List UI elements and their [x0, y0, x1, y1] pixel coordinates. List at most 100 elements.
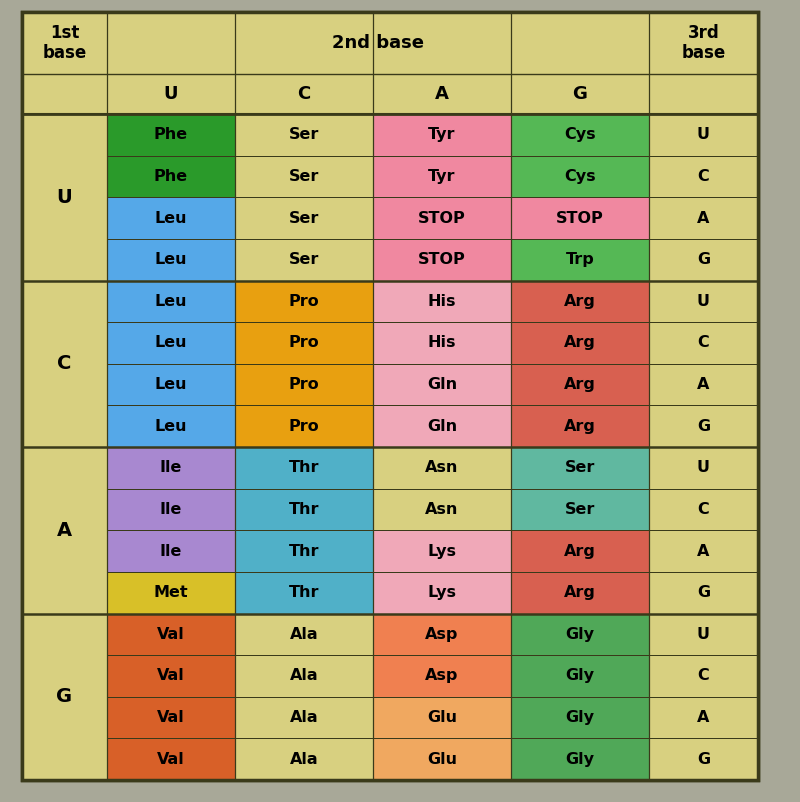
Bar [511, 655, 649, 697]
Text: G: G [697, 419, 710, 434]
Bar [235, 364, 373, 405]
Text: Val: Val [157, 710, 185, 725]
Text: Gly: Gly [566, 627, 594, 642]
Text: Ala: Ala [290, 627, 318, 642]
Text: Ser: Ser [289, 211, 319, 225]
Bar [373, 364, 511, 405]
Bar [373, 739, 511, 780]
Text: Asp: Asp [426, 668, 458, 683]
Text: Ser: Ser [289, 128, 319, 142]
Text: Gly: Gly [566, 668, 594, 683]
Bar [373, 488, 511, 530]
Bar [373, 74, 511, 114]
Bar [511, 697, 649, 739]
Text: Glu: Glu [427, 710, 457, 725]
Bar [511, 74, 649, 114]
Text: Phe: Phe [154, 169, 188, 184]
Bar [649, 697, 758, 739]
Bar [235, 281, 373, 322]
Text: C: C [698, 335, 710, 350]
Text: Gln: Gln [427, 419, 457, 434]
Text: Ala: Ala [290, 751, 318, 767]
Bar [649, 281, 758, 322]
Bar [649, 614, 758, 655]
Text: C: C [698, 169, 710, 184]
Bar [107, 739, 235, 780]
Text: Arg: Arg [564, 335, 596, 350]
Text: Trp: Trp [566, 252, 594, 267]
Text: Ser: Ser [289, 252, 319, 267]
Bar [373, 405, 511, 447]
Text: A: A [435, 85, 449, 103]
Text: G: G [57, 687, 73, 707]
Text: C: C [58, 354, 72, 373]
Bar [649, 488, 758, 530]
Text: G: G [697, 252, 710, 267]
Bar [511, 156, 649, 197]
Bar [373, 281, 511, 322]
Text: C: C [298, 85, 310, 103]
Text: Leu: Leu [154, 252, 187, 267]
Text: Met: Met [154, 585, 188, 600]
Text: Leu: Leu [154, 377, 187, 392]
Text: Lys: Lys [427, 585, 457, 600]
Bar [22, 114, 107, 281]
Text: Val: Val [157, 751, 185, 767]
Bar [649, 739, 758, 780]
Text: His: His [428, 335, 456, 350]
Text: Ser: Ser [289, 169, 319, 184]
Bar [373, 197, 511, 239]
Bar [511, 614, 649, 655]
Bar [107, 614, 235, 655]
Bar [373, 697, 511, 739]
Text: G: G [697, 751, 710, 767]
Text: Val: Val [157, 627, 185, 642]
Text: His: His [428, 294, 456, 309]
Text: STOP: STOP [556, 211, 604, 225]
Bar [373, 239, 511, 281]
Text: Arg: Arg [564, 294, 596, 309]
Bar [235, 614, 373, 655]
Bar [107, 488, 235, 530]
Text: Phe: Phe [154, 128, 188, 142]
Text: Gly: Gly [566, 751, 594, 767]
Text: Leu: Leu [154, 419, 187, 434]
Text: G: G [697, 585, 710, 600]
Text: Thr: Thr [289, 544, 319, 558]
Text: U: U [697, 294, 710, 309]
Bar [649, 655, 758, 697]
Bar [107, 12, 649, 74]
Bar [107, 197, 235, 239]
Text: STOP: STOP [418, 252, 466, 267]
Text: Arg: Arg [564, 419, 596, 434]
Text: A: A [698, 377, 710, 392]
Text: Glu: Glu [427, 751, 457, 767]
Bar [235, 655, 373, 697]
Text: Thr: Thr [289, 585, 319, 600]
Bar [511, 197, 649, 239]
Bar [511, 530, 649, 572]
Bar [649, 12, 758, 74]
Text: 1st
base: 1st base [42, 23, 86, 63]
Text: 2nd base: 2nd base [332, 34, 424, 52]
Bar [649, 405, 758, 447]
Bar [235, 405, 373, 447]
Bar [235, 114, 373, 156]
Text: A: A [698, 710, 710, 725]
Bar [235, 488, 373, 530]
Text: Arg: Arg [564, 585, 596, 600]
Bar [511, 322, 649, 364]
Bar [107, 281, 235, 322]
Bar [373, 614, 511, 655]
Bar [107, 74, 235, 114]
Text: U: U [697, 128, 710, 142]
Text: U: U [164, 85, 178, 103]
Bar [511, 114, 649, 156]
Text: Tyr: Tyr [428, 169, 456, 184]
Bar [649, 156, 758, 197]
Bar [107, 364, 235, 405]
Text: C: C [698, 668, 710, 683]
Bar [235, 697, 373, 739]
Bar [235, 572, 373, 614]
Text: Arg: Arg [564, 377, 596, 392]
